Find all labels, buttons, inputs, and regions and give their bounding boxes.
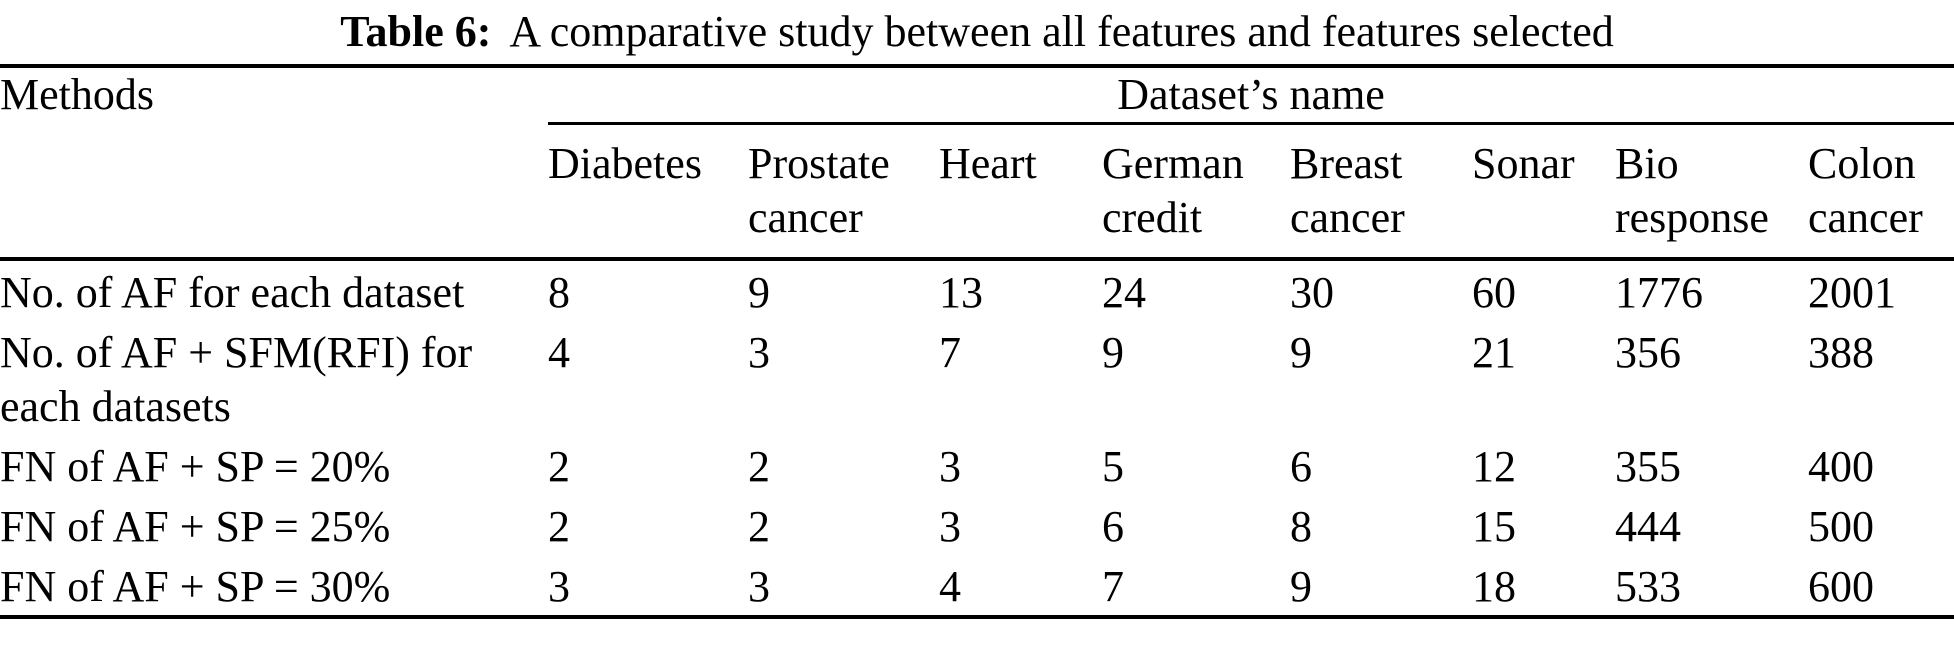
- table-row-fn-sp-20: FN of AF + SP = 20% 2 2 3 5 6 12 355 400: [0, 435, 1954, 495]
- cell-value: 15: [1472, 502, 1516, 551]
- column-header-breast-cancer: Breast cancer: [1290, 123, 1472, 261]
- column-header-colon-cancer: Colon cancer: [1808, 123, 1954, 261]
- cell-value: 3: [748, 328, 770, 377]
- group-header-row: Methods Dataset’s name: [0, 66, 1954, 261]
- cell-value: 2: [748, 442, 770, 491]
- cell-value: 9: [1102, 328, 1124, 377]
- cell-value: 6: [1102, 502, 1124, 551]
- cell-value: 444: [1615, 502, 1681, 551]
- cell-value: 4: [939, 562, 961, 611]
- cell-value: 2: [548, 502, 570, 551]
- cell-value: 2: [548, 442, 570, 491]
- cell-value: 600: [1808, 562, 1874, 611]
- column-header-bio-response: Bio response: [1615, 123, 1808, 261]
- cell-value: 8: [1290, 502, 1312, 551]
- row-label: FN of AF + SP = 25%: [0, 502, 391, 551]
- column-header-diabetes: Diabetes: [548, 123, 748, 261]
- cell-value: 3: [939, 442, 961, 491]
- column-header-prostate-cancer: Prostate cancer: [748, 123, 939, 261]
- cell-value: 21: [1472, 328, 1516, 377]
- caption-text: A comparative study between all features…: [509, 7, 1614, 56]
- row-label: FN of AF + SP = 20%: [0, 442, 391, 491]
- table-row-af-sfm-rfi: No. of AF + SFM(RFI) for each datasets 4…: [0, 321, 1954, 435]
- comparative-study-table: Methods Dataset’s name Diabetes Prostate…: [0, 64, 1954, 619]
- row-label: No. of AF + SFM(RFI) for each datasets: [0, 328, 473, 431]
- cell-value: 533: [1615, 562, 1681, 611]
- cell-value: 9: [1290, 328, 1312, 377]
- caption-label: Table 6:: [340, 7, 492, 56]
- cell-value: 7: [1102, 562, 1124, 611]
- cell-value: 2001: [1808, 268, 1896, 317]
- methods-column-header: Methods: [0, 66, 548, 261]
- cell-value: 3: [748, 562, 770, 611]
- table-row-fn-sp-30: FN of AF + SP = 30% 3 3 4 7 9 18 533 600: [0, 555, 1954, 617]
- column-header-sonar: Sonar: [1472, 123, 1615, 261]
- cell-value: 9: [748, 268, 770, 317]
- cell-value: 60: [1472, 268, 1516, 317]
- cell-value: 500: [1808, 502, 1874, 551]
- cell-value: 5: [1102, 442, 1124, 491]
- row-label: FN of AF + SP = 30%: [0, 562, 391, 611]
- cell-value: 30: [1290, 268, 1334, 317]
- table-row-fn-sp-25: FN of AF + SP = 25% 2 2 3 6 8 15 444 500: [0, 495, 1954, 555]
- cell-value: 4: [548, 328, 570, 377]
- cell-value: 388: [1808, 328, 1874, 377]
- cell-value: 3: [939, 502, 961, 551]
- cell-value: 9: [1290, 562, 1312, 611]
- cell-value: 2: [748, 502, 770, 551]
- cell-value: 24: [1102, 268, 1146, 317]
- column-header-heart: Heart: [939, 123, 1102, 261]
- table-caption: Table 6: A comparative study between all …: [0, 0, 1954, 64]
- cell-value: 6: [1290, 442, 1312, 491]
- cell-value: 13: [939, 268, 983, 317]
- cell-value: 18: [1472, 562, 1516, 611]
- row-label: No. of AF for each dataset: [0, 268, 465, 317]
- datasets-group-header: Dataset’s name: [548, 66, 1954, 125]
- column-header-row: Diabetes Prostate cancer Heart German cr…: [0, 123, 1954, 261]
- cell-value: 12: [1472, 442, 1516, 491]
- cell-value: 356: [1615, 328, 1681, 377]
- cell-value: 355: [1615, 442, 1681, 491]
- cell-value: 8: [548, 268, 570, 317]
- cell-value: 400: [1808, 442, 1874, 491]
- cell-value: 3: [548, 562, 570, 611]
- cell-value: 1776: [1615, 268, 1703, 317]
- table-row-af-count: No. of AF for each dataset 8 9 13 24 30 …: [0, 259, 1954, 321]
- cell-value: 7: [939, 328, 961, 377]
- column-header-german-credit: German credit: [1102, 123, 1290, 261]
